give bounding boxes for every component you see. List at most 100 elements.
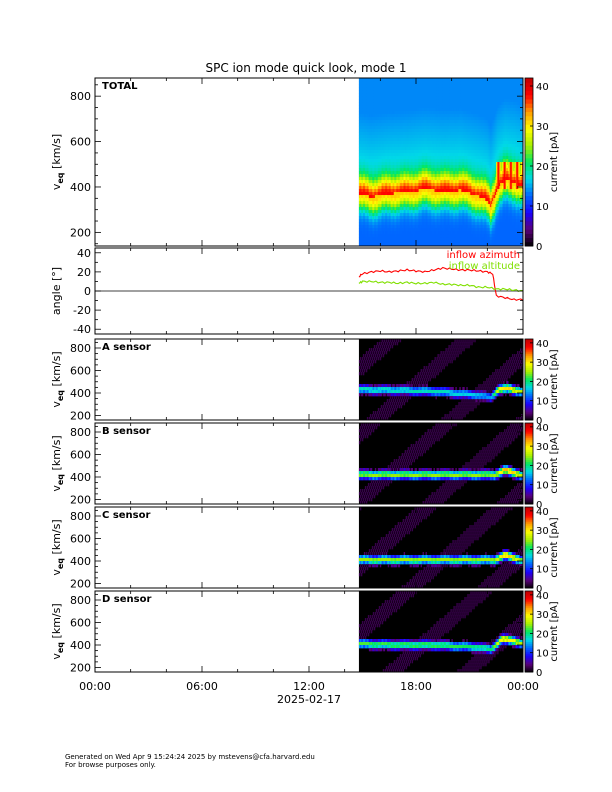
heatmap-cell bbox=[365, 195, 368, 199]
heatmap-cell bbox=[397, 87, 400, 91]
heatmap-cell bbox=[395, 126, 398, 130]
heatmap-cell bbox=[415, 165, 418, 169]
heatmap-cell bbox=[413, 189, 416, 193]
heatmap-cell bbox=[367, 189, 370, 193]
heatmap-cell bbox=[360, 105, 363, 109]
heatmap-cell bbox=[397, 210, 400, 214]
heatmap-cell bbox=[380, 192, 383, 196]
heatmap-cell bbox=[399, 99, 402, 103]
heatmap-cell bbox=[388, 216, 391, 220]
heatmap-cell bbox=[390, 102, 393, 106]
heatmap-cell bbox=[414, 219, 417, 223]
heatmap-cell bbox=[370, 207, 373, 211]
heatmap-cell bbox=[384, 117, 387, 121]
heatmap-cell bbox=[387, 195, 390, 199]
heatmap-cell bbox=[402, 201, 405, 205]
heatmap-cell bbox=[372, 243, 375, 247]
heatmap-cell bbox=[362, 222, 365, 226]
heatmap-cell bbox=[365, 213, 368, 217]
heatmap-cell bbox=[368, 165, 371, 169]
heatmap-cell bbox=[361, 225, 364, 229]
heatmap-cell bbox=[387, 234, 390, 238]
heatmap-cell bbox=[369, 216, 372, 220]
heatmap-cell bbox=[373, 78, 376, 82]
heatmap-cell bbox=[383, 177, 386, 181]
heatmap-cell bbox=[377, 219, 380, 223]
heatmap-cell bbox=[363, 120, 366, 124]
heatmap-cell bbox=[416, 147, 418, 151]
heatmap-cell bbox=[383, 99, 386, 103]
heatmap-cell bbox=[413, 93, 416, 97]
heatmap-cell bbox=[368, 234, 371, 238]
heatmap-cell bbox=[373, 162, 376, 166]
heatmap-cell bbox=[368, 192, 371, 196]
heatmap-cell bbox=[411, 144, 414, 148]
heatmap-cell bbox=[359, 81, 362, 85]
heatmap-cell bbox=[371, 201, 374, 205]
heatmap-cell bbox=[401, 234, 404, 238]
heatmap-cell bbox=[362, 201, 365, 205]
heatmap-cell bbox=[406, 111, 409, 115]
heatmap-cell bbox=[382, 243, 385, 247]
heatmap-cell bbox=[364, 195, 367, 199]
heatmap-cell bbox=[405, 162, 408, 166]
heatmap-cell bbox=[361, 183, 364, 187]
heatmap-cell bbox=[374, 237, 377, 241]
heatmap-cell bbox=[384, 156, 387, 160]
heatmap-cell bbox=[383, 147, 386, 151]
heatmap-cell bbox=[405, 204, 408, 208]
heatmap-cell bbox=[369, 102, 372, 106]
heatmap-cell bbox=[397, 111, 400, 115]
heatmap-cell bbox=[415, 144, 418, 148]
heatmap-cell bbox=[415, 84, 418, 88]
heatmap-cell bbox=[359, 108, 362, 112]
heatmap-cell bbox=[390, 84, 393, 88]
heatmap-cell bbox=[383, 213, 386, 217]
heatmap-cell bbox=[383, 111, 386, 115]
heatmap-cell bbox=[412, 126, 415, 130]
heatmap-cell bbox=[395, 198, 398, 202]
heatmap-cell bbox=[363, 222, 366, 226]
heatmap-cell bbox=[369, 174, 372, 178]
heatmap-cell bbox=[392, 93, 395, 97]
heatmap-cell bbox=[374, 204, 377, 208]
heatmap-cell bbox=[382, 189, 385, 193]
heatmap-cell bbox=[392, 228, 395, 232]
heatmap-cell bbox=[379, 204, 382, 208]
heatmap-cell bbox=[358, 213, 361, 217]
heatmap-cell bbox=[392, 237, 395, 241]
heatmap-cell bbox=[364, 120, 367, 124]
heatmap-cell bbox=[398, 222, 401, 226]
heatmap-cell bbox=[371, 105, 374, 109]
heatmap-cell bbox=[360, 201, 363, 205]
heatmap-cell bbox=[362, 234, 365, 238]
heatmap-cell bbox=[372, 147, 375, 151]
heatmap-cell bbox=[365, 168, 368, 172]
heatmap-cell bbox=[359, 87, 362, 91]
heatmap-cell bbox=[400, 87, 403, 91]
heatmap-cell bbox=[379, 195, 382, 199]
heatmap-cell bbox=[409, 99, 412, 103]
heatmap-cell bbox=[388, 129, 391, 133]
heatmap-cell bbox=[363, 150, 366, 154]
heatmap-cell bbox=[382, 234, 385, 238]
heatmap-cell bbox=[391, 216, 394, 220]
heatmap-cell bbox=[367, 216, 370, 220]
heatmap-cell bbox=[368, 135, 371, 139]
heatmap-cell bbox=[393, 105, 396, 109]
heatmap-cell bbox=[360, 84, 363, 88]
heatmap-cell bbox=[413, 210, 416, 214]
heatmap-cell bbox=[381, 93, 384, 97]
heatmap-cell bbox=[391, 177, 394, 181]
heatmap-cell bbox=[366, 81, 369, 85]
heatmap-cell bbox=[367, 93, 370, 97]
heatmap-cell bbox=[390, 198, 393, 202]
heatmap-cell bbox=[376, 126, 379, 130]
heatmap-cell bbox=[390, 96, 393, 100]
heatmap-cell bbox=[402, 174, 405, 178]
heatmap-cell bbox=[381, 189, 384, 193]
heatmap-cell bbox=[406, 93, 409, 97]
heatmap-cell bbox=[395, 99, 398, 103]
heatmap-cell bbox=[370, 90, 373, 94]
heatmap-cell bbox=[378, 78, 381, 82]
